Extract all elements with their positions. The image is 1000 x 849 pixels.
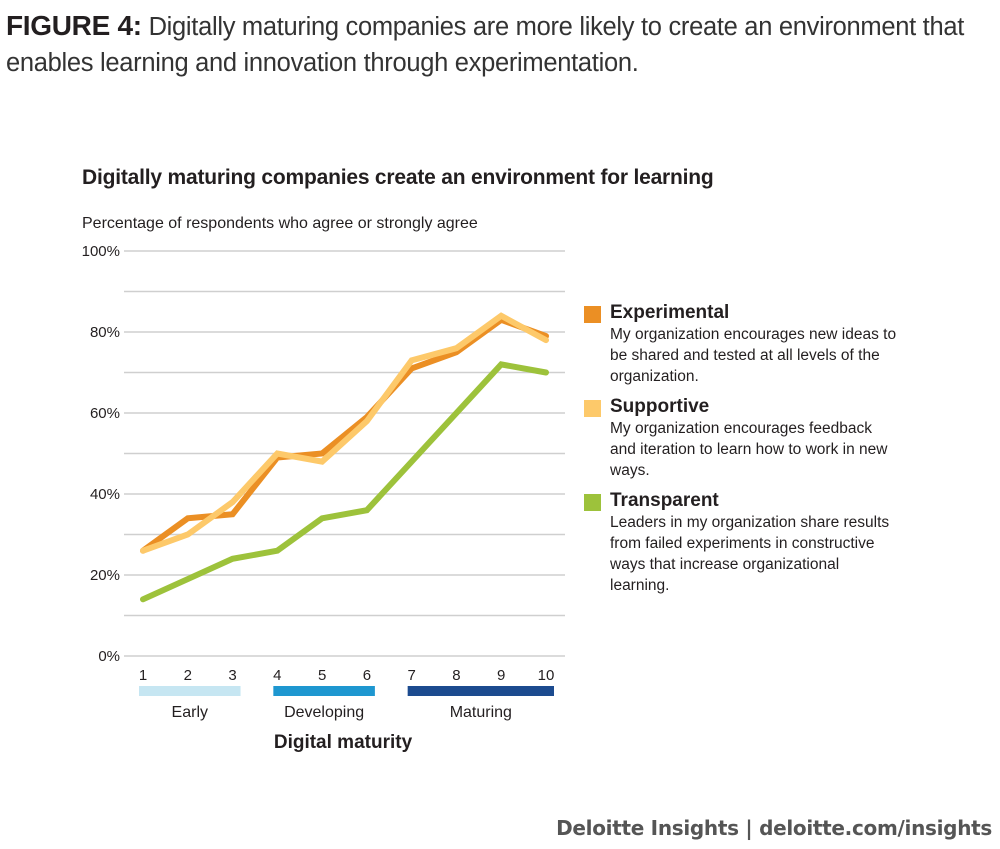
legend-description: My organization encourages new ideas to … bbox=[610, 326, 897, 385]
figure-label: FIGURE 4: bbox=[6, 10, 142, 41]
series-lines bbox=[140, 312, 549, 603]
series-line-transparent bbox=[140, 361, 549, 603]
legend: Experimental My organization encourages … bbox=[584, 302, 914, 605]
x-tick-label: 6 bbox=[363, 667, 371, 684]
maturity-band-label: Early bbox=[172, 704, 208, 721]
x-tick-label: 9 bbox=[497, 667, 505, 684]
y-tick-label: 0% bbox=[98, 648, 120, 665]
x-tick-label: 3 bbox=[228, 667, 236, 684]
x-tick-label: 2 bbox=[184, 667, 192, 684]
legend-item-supportive: Supportive My organization encourages fe… bbox=[584, 396, 914, 481]
x-axis-label: Digital maturity bbox=[274, 732, 413, 753]
maturity-band-maturing bbox=[407, 686, 554, 696]
legend-item-experimental: Experimental My organization encourages … bbox=[584, 302, 914, 387]
maturity-band-early bbox=[139, 686, 241, 696]
source-footer: Deloitte Insights | deloitte.com/insight… bbox=[556, 816, 992, 840]
maturity-band-developing bbox=[273, 686, 375, 696]
legend-swatch-transparent bbox=[584, 494, 601, 511]
legend-item-transparent: Transparent Leaders in my organization s… bbox=[584, 490, 914, 596]
x-tick-label: 10 bbox=[538, 667, 555, 684]
x-axis-ticks: 1 2 3 4 5 6 7 8 9 10 bbox=[139, 667, 555, 684]
y-tick-label: 40% bbox=[90, 486, 120, 503]
y-tick-label: 20% bbox=[90, 567, 120, 584]
x-tick-label: 1 bbox=[139, 667, 147, 684]
y-tick-label: 100% bbox=[82, 243, 120, 260]
chart-subtitle: Percentage of respondents who agree or s… bbox=[82, 215, 478, 232]
y-tick-label: 80% bbox=[90, 324, 120, 341]
legend-description: My organization encourages feedback and … bbox=[610, 420, 888, 479]
legend-name: Transparent bbox=[610, 490, 719, 511]
y-tick-label: 60% bbox=[90, 405, 120, 422]
maturity-band-label: Maturing bbox=[450, 704, 512, 721]
maturity-band-label: Developing bbox=[284, 704, 364, 721]
legend-name: Experimental bbox=[610, 302, 730, 323]
figure-caption-text: Digitally maturing companies are more li… bbox=[6, 13, 965, 77]
figure-caption: FIGURE 4: Digitally maturing companies a… bbox=[6, 8, 996, 81]
series-line-supportive bbox=[140, 312, 549, 554]
legend-name: Supportive bbox=[610, 396, 710, 417]
legend-swatch-experimental bbox=[584, 306, 601, 323]
maturity-bands: Early Developing Maturing bbox=[139, 686, 554, 721]
legend-swatch-supportive bbox=[584, 400, 601, 417]
x-tick-label: 8 bbox=[452, 667, 460, 684]
x-tick-label: 7 bbox=[407, 667, 415, 684]
x-tick-label: 4 bbox=[273, 667, 281, 684]
y-axis-ticks: 0% 20% 40% 60% 80% 100% bbox=[82, 243, 120, 665]
gridlines bbox=[124, 250, 565, 657]
chart-title: Digitally maturing companies create an e… bbox=[82, 166, 714, 189]
x-tick-label: 5 bbox=[318, 667, 326, 684]
legend-description: Leaders in my organization share results… bbox=[610, 514, 890, 594]
